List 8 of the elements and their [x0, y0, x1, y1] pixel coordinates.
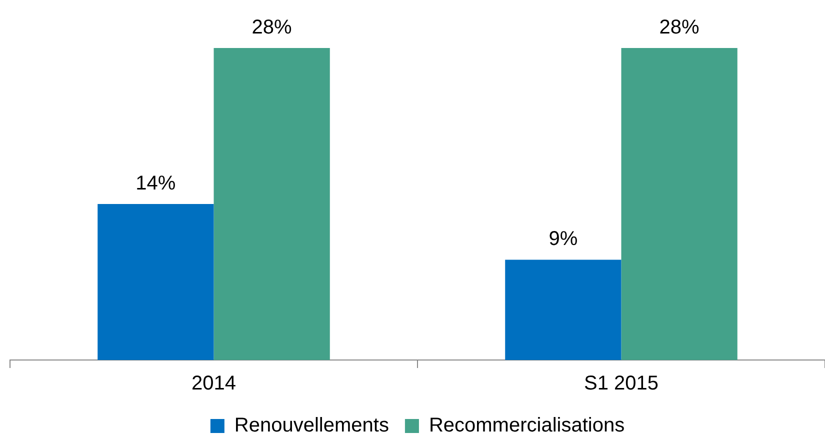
data-label: 28% [659, 16, 700, 39]
legend-label: Recommercialisations [428, 414, 625, 437]
data-label: 28% [252, 16, 292, 39]
data-label: 9% [548, 228, 578, 250]
x-tick-label: S1 2015 [584, 372, 659, 395]
legend-label: Renouvellements [234, 414, 389, 437]
x-tick-label: 2014 [192, 372, 236, 395]
data-label: 14% [136, 172, 176, 195]
